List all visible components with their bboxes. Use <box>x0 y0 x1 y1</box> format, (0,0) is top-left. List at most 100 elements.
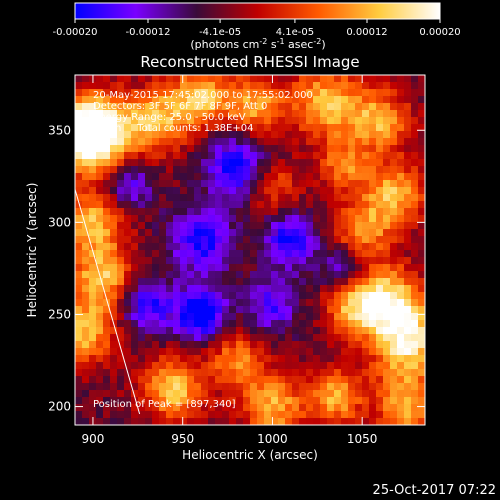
heatmap-cell <box>166 264 174 272</box>
heatmap-cell <box>264 145 272 153</box>
heatmap-cell <box>180 264 188 272</box>
heatmap-cell <box>299 341 307 349</box>
heatmap-cell <box>236 313 244 321</box>
heatmap-cell <box>404 250 412 258</box>
heatmap-cell <box>404 208 412 216</box>
heatmap-cell <box>271 208 279 216</box>
heatmap-cell <box>292 313 300 321</box>
heatmap-cell <box>103 411 111 419</box>
heatmap-cell <box>327 236 335 244</box>
heatmap-cell <box>285 243 293 251</box>
heatmap-cell <box>348 82 356 90</box>
heatmap-cell <box>369 187 377 195</box>
heatmap-cell <box>348 215 356 223</box>
heatmap-cell <box>131 271 139 279</box>
heatmap-cell <box>306 243 314 251</box>
heatmap-cell <box>173 152 181 160</box>
heatmap-cell <box>271 229 279 237</box>
heatmap-cell <box>250 243 258 251</box>
heatmap-cell <box>341 383 349 391</box>
heatmap-cell <box>145 89 153 97</box>
heatmap-cell <box>131 404 139 412</box>
heatmap-cell <box>194 264 202 272</box>
heatmap-cell <box>355 103 363 111</box>
heatmap-cell <box>362 383 370 391</box>
heatmap-cell <box>355 278 363 286</box>
heatmap-cell <box>110 208 118 216</box>
heatmap-cell <box>180 390 188 398</box>
heatmap-cell <box>82 341 90 349</box>
heatmap-cell <box>82 418 90 425</box>
heatmap-cell <box>222 138 230 146</box>
heatmap-cell <box>166 152 174 160</box>
heatmap-cell <box>383 376 391 384</box>
heatmap-cell <box>243 362 251 370</box>
heatmap-cell <box>152 250 160 258</box>
heatmap-cell <box>243 418 251 425</box>
heatmap-cell <box>187 187 195 195</box>
heatmap-cell <box>418 306 425 314</box>
heatmap-cell <box>96 334 104 342</box>
heatmap-cell <box>418 397 425 405</box>
heatmap-cell <box>264 292 272 300</box>
heatmap-cell <box>145 334 153 342</box>
heatmap-cell <box>138 208 146 216</box>
heatmap-cell <box>96 257 104 265</box>
heatmap-cell <box>96 362 104 370</box>
heatmap-cell <box>138 131 146 139</box>
heatmap-cell <box>222 327 230 335</box>
heatmap-cell <box>75 173 83 181</box>
heatmap-cell <box>355 250 363 258</box>
heatmap-cell <box>145 320 153 328</box>
heatmap-cell <box>124 117 132 125</box>
heatmap-cell <box>201 222 209 230</box>
heatmap-cell <box>75 166 83 174</box>
heatmap-cell <box>257 404 265 412</box>
heatmap-cell <box>264 180 272 188</box>
heatmap-cell <box>285 257 293 265</box>
heatmap-cell <box>166 194 174 202</box>
heatmap-cell <box>159 334 167 342</box>
heatmap-cell <box>103 362 111 370</box>
heatmap-cell <box>201 75 209 83</box>
heatmap-cell <box>82 390 90 398</box>
heatmap-cell <box>82 131 90 139</box>
heatmap-cell <box>362 418 370 425</box>
heatmap-cell <box>215 236 223 244</box>
heatmap-cell <box>313 271 321 279</box>
heatmap-cell <box>306 320 314 328</box>
heatmap-cell <box>355 201 363 209</box>
heatmap-cell <box>82 313 90 321</box>
heatmap-cell <box>124 362 132 370</box>
heatmap-cell <box>390 355 398 363</box>
heatmap-cell <box>264 397 272 405</box>
heatmap-cell <box>271 173 279 181</box>
heatmap-cell <box>187 369 195 377</box>
heatmap-cell <box>215 187 223 195</box>
heatmap-cell <box>369 138 377 146</box>
heatmap-cell <box>355 257 363 265</box>
heatmap-cell <box>117 383 125 391</box>
heatmap-cell <box>96 299 104 307</box>
heatmap-cell <box>229 229 237 237</box>
heatmap-cell <box>173 271 181 279</box>
heatmap-cell <box>285 124 293 132</box>
heatmap-cell <box>278 187 286 195</box>
heatmap-cell <box>173 110 181 118</box>
heatmap-cell <box>201 264 209 272</box>
heatmap-cell <box>173 236 181 244</box>
heatmap-cell <box>131 390 139 398</box>
heatmap-cell <box>348 376 356 384</box>
heatmap-cell <box>236 243 244 251</box>
heatmap-cell <box>243 334 251 342</box>
heatmap-cell <box>411 411 419 419</box>
heatmap-cell <box>117 264 125 272</box>
heatmap-cell <box>243 250 251 258</box>
heatmap-cell <box>243 75 251 83</box>
heatmap-cell <box>334 103 342 111</box>
heatmap-cell <box>285 117 293 125</box>
heatmap-cell <box>82 320 90 328</box>
heatmap-cell <box>131 229 139 237</box>
heatmap-cell <box>397 418 405 425</box>
heatmap-cell <box>222 404 230 412</box>
